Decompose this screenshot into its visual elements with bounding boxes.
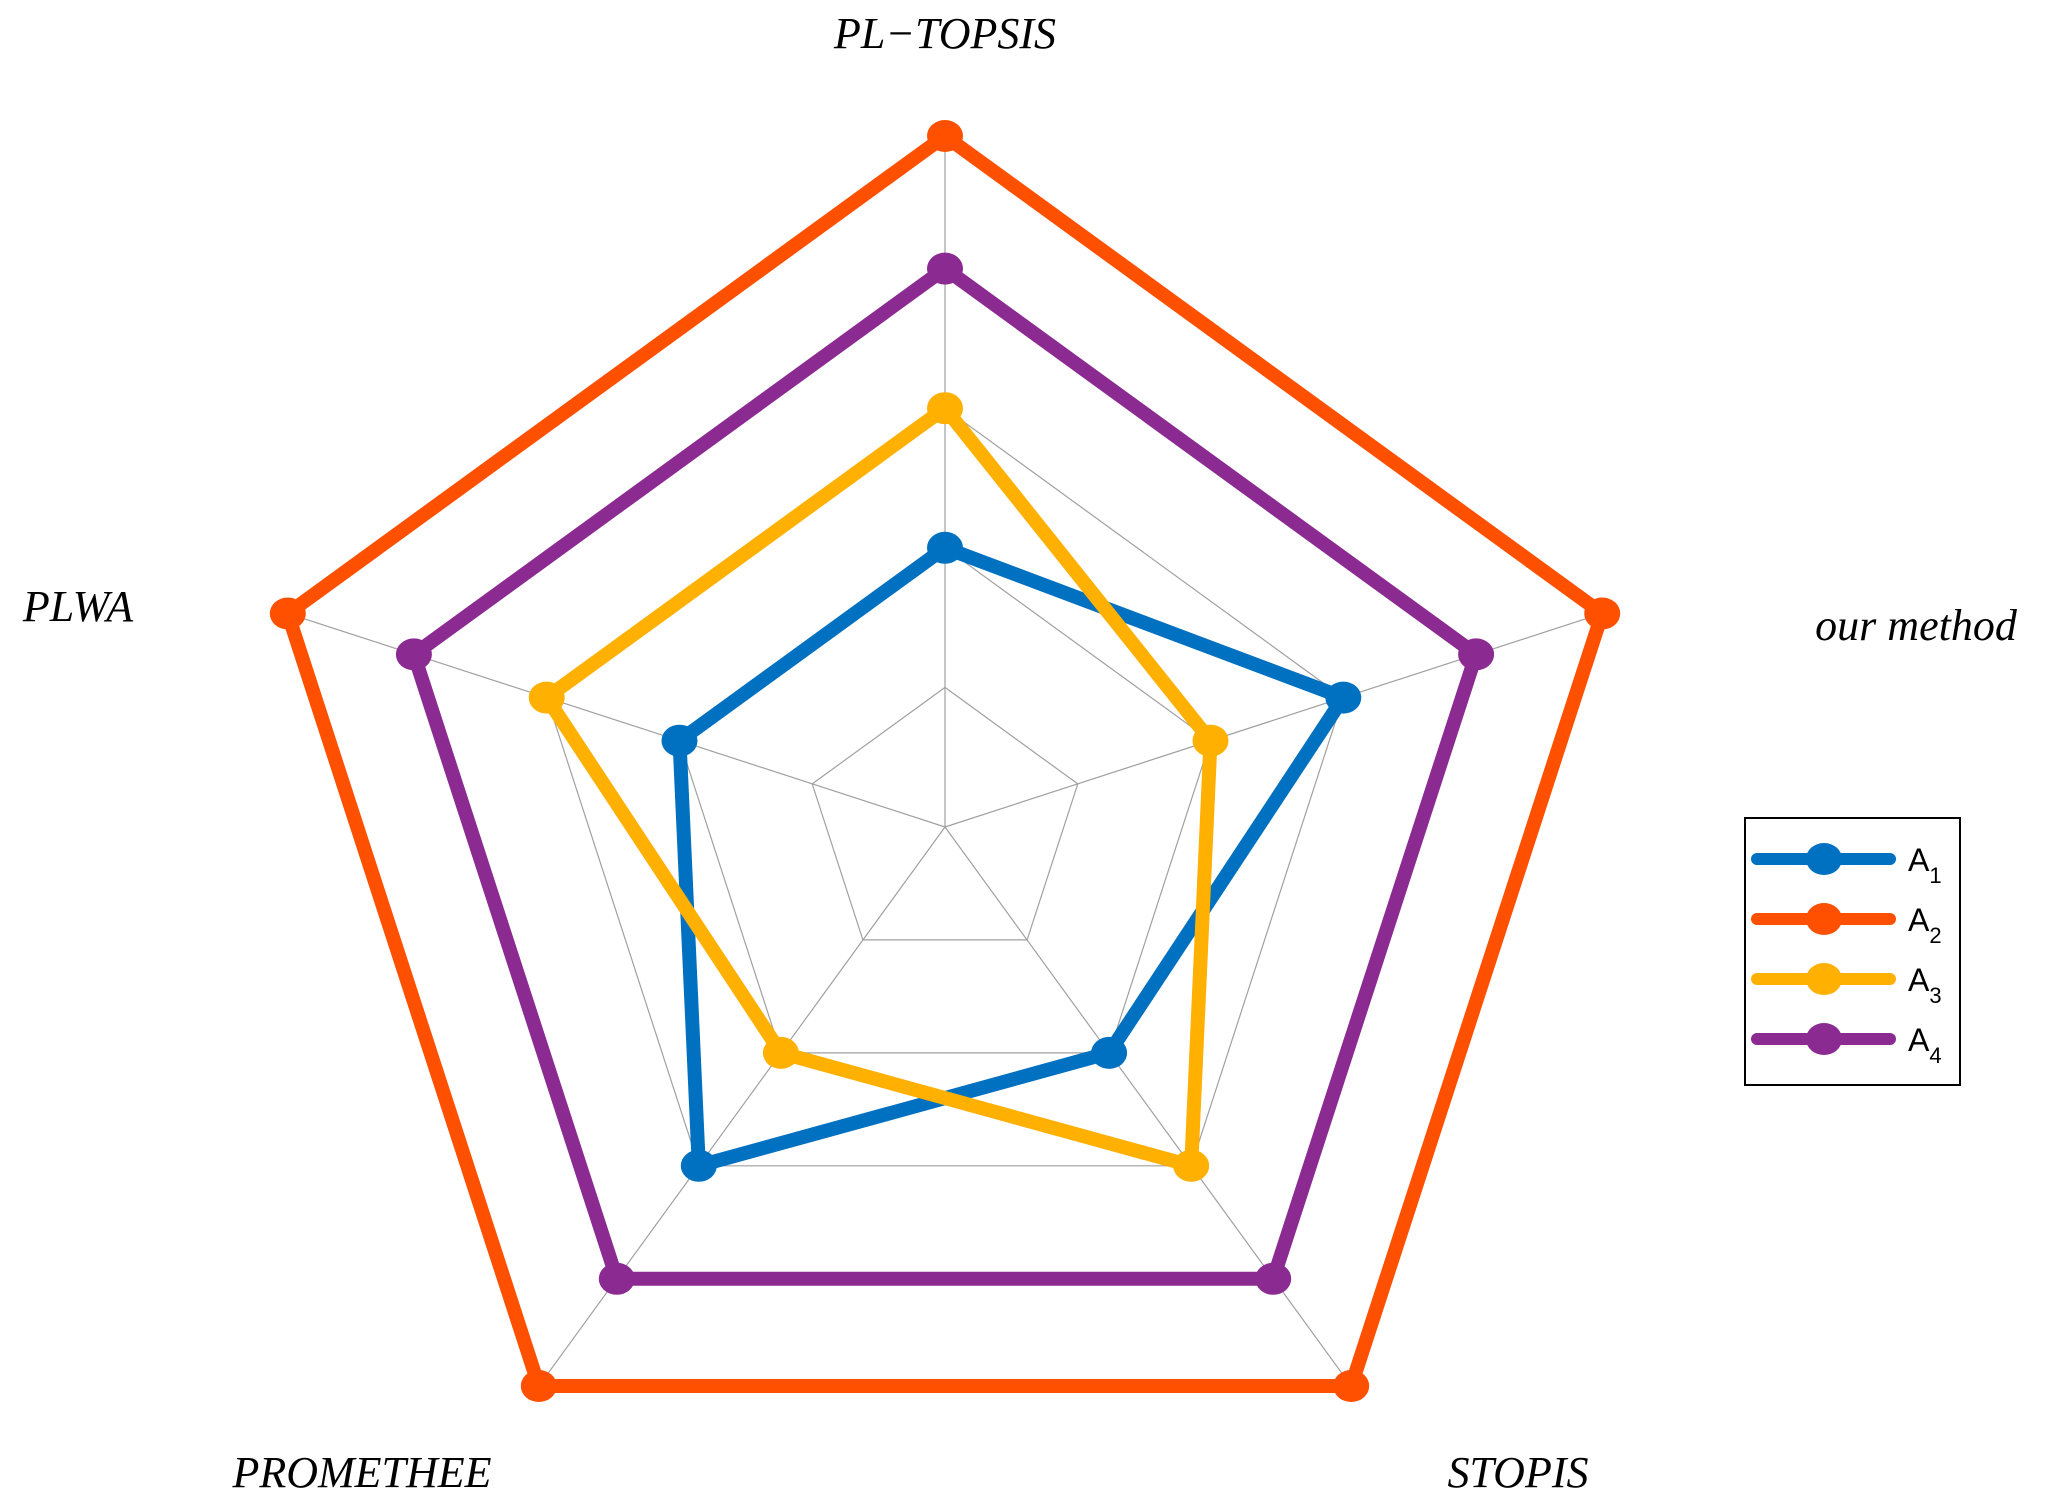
data-point-a2 <box>520 1370 557 1402</box>
legend-marker-a1 <box>1806 843 1842 875</box>
data-point-a2 <box>927 120 963 152</box>
series-line-a1 <box>672 540 1351 1173</box>
series-line-a2 <box>280 129 1610 1393</box>
axis-label-promethee: PROMETHEE <box>231 1448 491 1497</box>
grid-spoke <box>534 826 946 1393</box>
data-point-a4 <box>395 638 432 671</box>
grid-spoke <box>281 610 946 828</box>
data-point-a1 <box>1091 1036 1128 1069</box>
data-point-a4 <box>598 1262 635 1295</box>
radar-series <box>269 120 1621 1402</box>
grid-spoke <box>944 826 1356 1393</box>
data-point-a4 <box>1255 1262 1292 1295</box>
axis-label-stopis: STOPIS <box>1448 1448 1589 1497</box>
data-point-a3 <box>927 392 963 425</box>
axis-labels: PL−TOPSIS our method STOPIS PROMETHEE PL… <box>22 9 2018 1497</box>
data-point-a1 <box>1325 681 1362 714</box>
axis-label-our-method: our method <box>1815 601 2018 650</box>
data-point-a3 <box>1192 724 1229 757</box>
axis-label-pl-topsis: PL−TOPSIS <box>833 9 1056 58</box>
legend-marker-a4 <box>1806 1023 1842 1055</box>
data-point-a1 <box>680 1149 717 1182</box>
data-point-a1 <box>927 531 963 564</box>
series-line-a4 <box>406 261 1484 1286</box>
data-point-a3 <box>528 681 565 714</box>
data-point-a3 <box>762 1036 799 1069</box>
legend-marker-a2 <box>1806 903 1842 935</box>
grid-ring <box>811 686 1079 941</box>
data-point-a2 <box>1584 597 1621 630</box>
data-point-a2 <box>269 597 306 630</box>
data-point-a1 <box>661 724 698 757</box>
data-point-a2 <box>1333 1370 1370 1402</box>
grid-spoke <box>944 610 1609 828</box>
series-line-a3 <box>539 401 1218 1173</box>
legend-marker-a3 <box>1806 963 1842 995</box>
axis-label-plwa: PLWA <box>22 582 134 631</box>
data-point-a4 <box>927 252 963 285</box>
data-point-a3 <box>1173 1149 1210 1182</box>
data-point-a4 <box>1458 638 1495 671</box>
